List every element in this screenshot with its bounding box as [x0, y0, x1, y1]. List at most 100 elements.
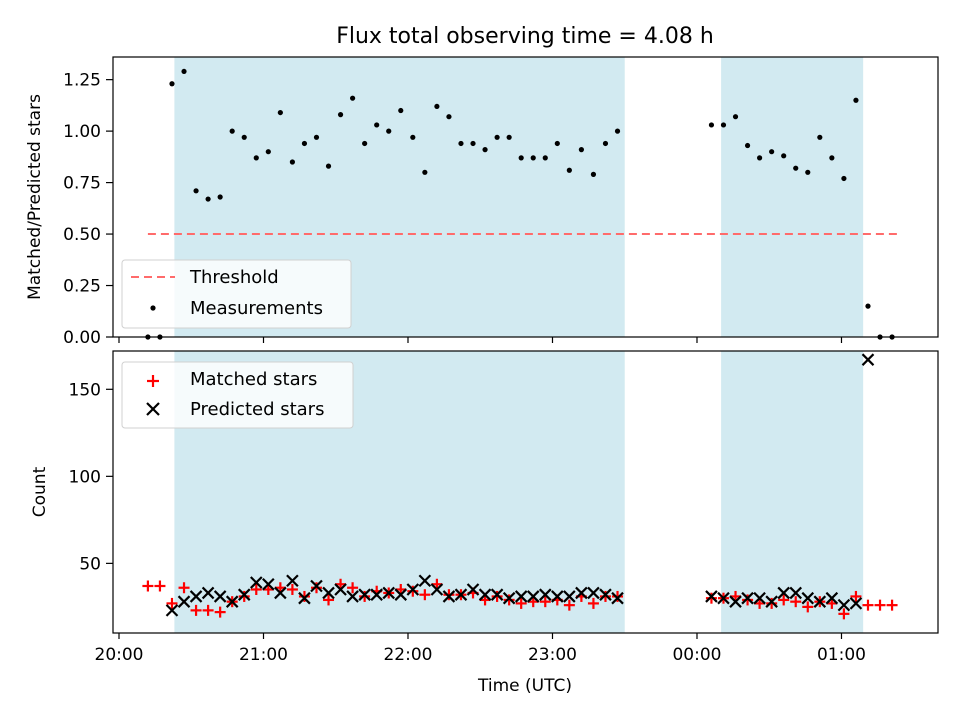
y-tick-label: 0.25 [63, 277, 101, 297]
measurement-point [277, 109, 283, 116]
measurement-point [470, 140, 476, 147]
measurement-point [578, 147, 584, 153]
predicted-point [717, 591, 730, 605]
measurement-point [205, 196, 211, 202]
predicted-point [538, 588, 552, 601]
predicted-point [225, 595, 239, 608]
matched-point [802, 601, 814, 613]
measurement-point [241, 134, 247, 140]
threshold-legend-label: Threshold [189, 267, 279, 288]
measurement-point [434, 103, 440, 110]
matched-point [862, 599, 874, 611]
predicted-point [502, 591, 516, 605]
matched-point [705, 592, 717, 604]
measurement-point [265, 149, 271, 155]
predicted-stars-points [165, 353, 875, 617]
predicted-point [334, 583, 347, 596]
matched-point [599, 590, 611, 602]
measurement-point [841, 175, 847, 182]
predicted-point [406, 583, 420, 596]
measurement-point [181, 68, 187, 75]
measurement-point [313, 134, 320, 140]
y-tick-label: 100 [69, 467, 101, 487]
matched-point [298, 590, 310, 602]
observing-window-1 [721, 351, 864, 633]
predicted-point [310, 579, 323, 593]
x-tick-label: 20:00 [95, 645, 144, 665]
predicted-point [490, 588, 504, 601]
top-legend: Threshold Measurements [121, 259, 352, 329]
predicted-point [478, 588, 492, 601]
predicted-point [442, 590, 456, 603]
matched-point [491, 590, 503, 602]
measurement-point [422, 169, 428, 175]
matched-point [166, 597, 178, 609]
measurement-point [590, 171, 597, 177]
matched-point [310, 582, 322, 594]
top-y-ticks: 0.00 0.25 0.50 0.75 1.00 1.25 [63, 71, 113, 348]
measurement-point [362, 140, 368, 147]
measurement-point [350, 95, 356, 101]
measurement-point [708, 122, 715, 128]
y-tick-label: 1.25 [63, 71, 101, 91]
matched-point [286, 583, 298, 595]
measurement-point [506, 134, 512, 140]
predicted-point [789, 586, 803, 600]
measurement-point [253, 155, 259, 161]
predicted-point [165, 604, 179, 617]
bottom-x-ticks: 20:00 21:00 22:00 23:00 00:00 01:00 [95, 633, 866, 665]
measurement-point [865, 303, 871, 309]
predicted-point [346, 590, 359, 603]
observing-windows-bottom [174, 351, 864, 633]
observing-window-1 [721, 57, 864, 337]
measurement-point [614, 128, 621, 134]
matched-point [612, 590, 624, 602]
matched-point [347, 582, 359, 594]
measurement-point [793, 165, 799, 171]
measurement-point [301, 140, 308, 147]
measurement-point [732, 114, 739, 120]
matched-legend-label: Matched stars [190, 369, 317, 390]
y-tick-label: 150 [69, 380, 101, 400]
matched-point [515, 597, 527, 609]
x-tick-label: 21:00 [239, 645, 288, 665]
predicted-point [813, 595, 827, 608]
measurement-point [229, 128, 235, 134]
measurement-point [720, 122, 727, 128]
top-legend-box [121, 259, 352, 329]
measurement-point [518, 155, 524, 161]
matched-point [154, 580, 166, 592]
predicted-point [298, 591, 311, 605]
top-x-ticks [118, 337, 843, 343]
measurement-point [781, 153, 787, 159]
matched-point [443, 589, 455, 601]
predicted-point [563, 590, 576, 603]
measurements-legend-swatch [150, 305, 156, 311]
measurement-point [386, 128, 392, 134]
predicted-point [514, 590, 528, 603]
predicted-point [705, 590, 718, 603]
predicted-point [526, 590, 540, 603]
measurement-point [530, 155, 536, 161]
predicted-point [286, 574, 299, 588]
y-tick-label: 50 [79, 554, 101, 574]
y-tick-label: 1.00 [63, 122, 101, 142]
predicted-point [322, 586, 335, 600]
matched-point [419, 589, 431, 601]
measurement-point [337, 112, 344, 118]
x-tick-label: 00:00 [672, 645, 721, 665]
measurements-legend-label: Measurements [190, 298, 323, 319]
matched-point [407, 585, 419, 597]
bottom-axes-frame [112, 350, 939, 634]
measurement-point [398, 107, 404, 114]
predicted-point [466, 583, 480, 596]
matched-point [178, 582, 190, 594]
matched-point [742, 594, 754, 606]
matched-point [250, 583, 262, 595]
predicted-point [454, 588, 468, 601]
predicted-point [418, 574, 432, 588]
matched-point [587, 597, 599, 609]
predicted-legend-swatch [146, 402, 160, 416]
